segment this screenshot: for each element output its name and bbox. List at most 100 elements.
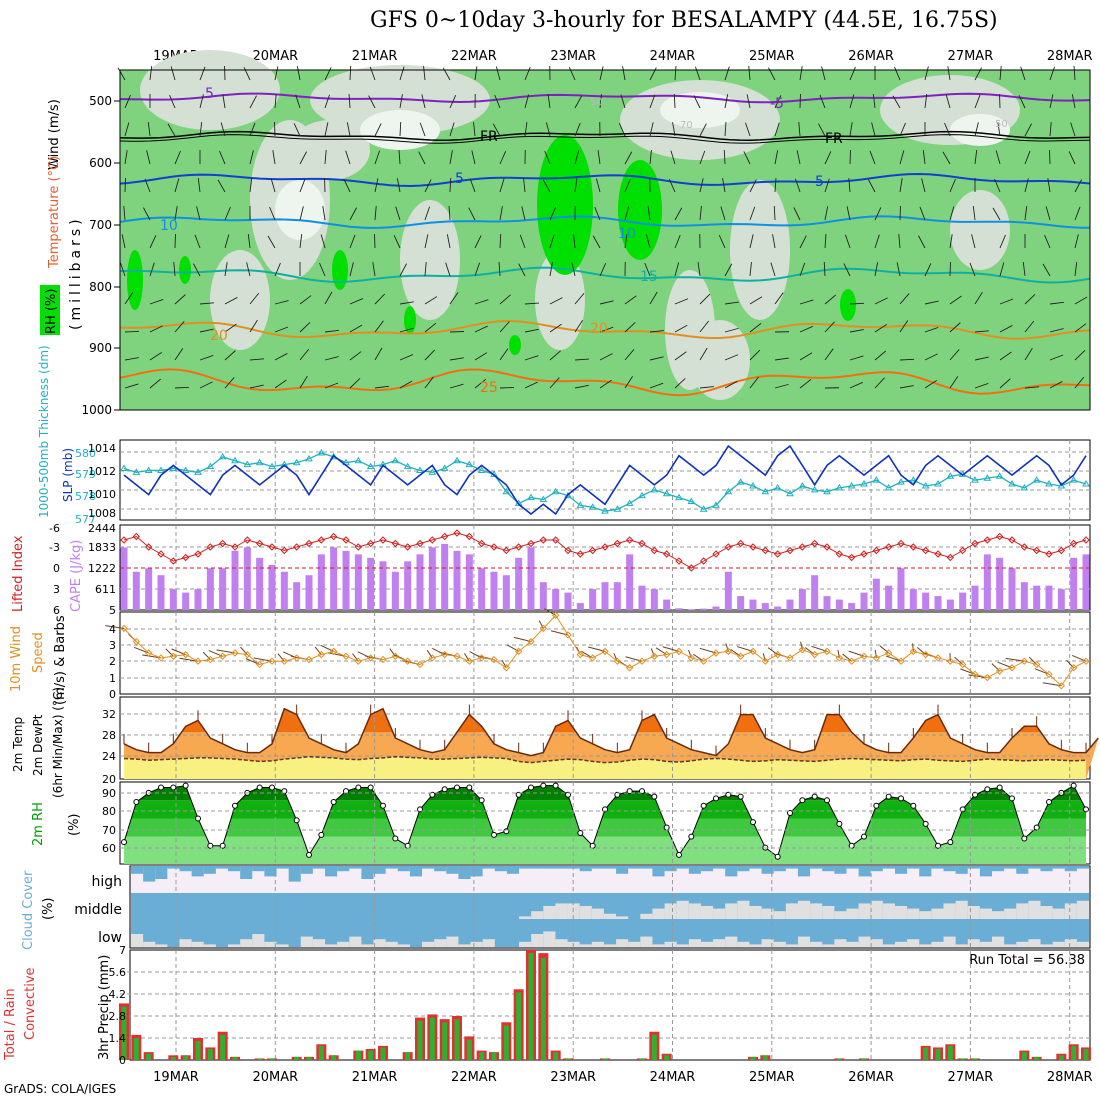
wind-barb — [124, 357, 139, 361]
wind-barb — [649, 330, 664, 333]
wind-barb — [219, 150, 226, 165]
rh-high-area — [179, 256, 191, 284]
cloud-middle-bar — [858, 903, 871, 919]
thickness-marker — [354, 456, 363, 464]
cape-bar — [293, 582, 301, 610]
cloud-low-bar — [228, 944, 241, 947]
cloud-high-bar — [967, 866, 980, 869]
wind-barb — [649, 382, 664, 389]
wind-barb — [649, 356, 664, 361]
wind-barb — [724, 66, 730, 81]
thickness-marker — [243, 460, 252, 468]
wind10-marker — [329, 647, 338, 656]
rh2m-marker — [836, 820, 843, 827]
lifted-index-marker — [453, 529, 461, 537]
cloud-high-bar — [506, 866, 520, 874]
wind-barb — [624, 151, 633, 165]
wind-barb — [699, 320, 709, 333]
wind-barb — [498, 262, 501, 277]
tick-label: 2444 — [88, 522, 116, 535]
wind-barb — [549, 377, 560, 389]
cape-bar — [848, 603, 856, 610]
slp-ylabel: SLP (mb) — [61, 448, 75, 502]
lifted-index-marker — [1020, 543, 1029, 551]
rh2m-marker — [367, 784, 374, 791]
wind-barb — [722, 178, 726, 193]
precip-conv-bar — [195, 1041, 201, 1060]
lifted-index-marker — [860, 550, 868, 558]
wind10-marker — [490, 655, 498, 664]
cloud-high-bar — [337, 866, 350, 872]
wind10-marker — [650, 652, 659, 660]
cloud-low-bar — [955, 944, 968, 947]
wind-barb — [469, 178, 476, 193]
lifted-index-marker — [625, 536, 634, 544]
wind-barb — [647, 206, 651, 221]
contour-label: 20 — [210, 328, 228, 344]
precip-conv-bar — [133, 1038, 139, 1060]
wind-barb — [421, 94, 426, 109]
wind-barb — [668, 179, 676, 193]
wind-barb — [1049, 381, 1063, 389]
wind-barb — [724, 354, 739, 361]
thickness-marker — [712, 501, 720, 508]
rh2m-marker — [577, 830, 584, 837]
cape-bar — [1033, 585, 1041, 610]
wind-barb — [799, 299, 814, 305]
thickness-marker — [749, 481, 757, 489]
rh2m-marker — [330, 799, 337, 806]
wind-barb — [599, 326, 614, 333]
cape-bar — [687, 609, 695, 610]
wind-barb — [124, 94, 131, 109]
wind-barb — [774, 95, 782, 109]
precip-ylabel-1: Total / Rain — [3, 988, 18, 1061]
wind-barb — [474, 299, 489, 305]
wind-barb — [149, 299, 164, 305]
wind-barb — [269, 206, 276, 221]
cloud-high-bar — [179, 866, 192, 872]
wind-barb — [846, 206, 851, 221]
wind-barb — [1071, 94, 1076, 109]
wind-barb — [274, 379, 287, 389]
thickness-marker — [909, 476, 918, 483]
cloud-low-bar — [361, 944, 374, 947]
thickness-marker — [872, 476, 881, 483]
wind10-marker — [292, 654, 301, 662]
wind10-marker — [379, 655, 387, 664]
wind-barb — [999, 298, 1014, 305]
top-date-label: 23MAR — [550, 49, 596, 64]
cloud-high-bar — [409, 866, 423, 877]
wind-barb — [521, 206, 526, 221]
cape-bar — [749, 599, 757, 610]
rh2m-marker — [910, 802, 917, 809]
wind-barb — [949, 178, 956, 193]
cloud-level-high: high — [91, 874, 122, 890]
rh2m-marker — [454, 784, 460, 791]
wind-barb — [173, 262, 176, 277]
rh-high-area — [840, 289, 856, 321]
wind10-marker — [872, 654, 881, 662]
upper-ytick-label: 1000 — [81, 403, 112, 417]
lifted-index-line — [123, 532, 1087, 569]
precip-conv-bar — [491, 1052, 497, 1060]
thickness-marker — [786, 489, 794, 497]
wind-barb — [874, 297, 888, 305]
lifted-index-marker — [268, 543, 276, 551]
precip-conv-bar — [651, 1034, 657, 1060]
tick-label: 32 — [102, 708, 116, 721]
wind-barb — [399, 354, 414, 361]
cape-bar — [256, 557, 264, 610]
wind-barb — [424, 376, 434, 389]
wind-barbs — [117, 65, 1088, 389]
precip-conv-bar — [516, 992, 522, 1060]
wind-barb — [949, 206, 955, 221]
cape-bar — [416, 554, 424, 610]
wind-barb — [649, 94, 656, 109]
wind-barb — [823, 261, 826, 277]
wind-barb — [518, 263, 526, 277]
wind10-marker — [428, 654, 437, 662]
wind-barb — [919, 206, 926, 221]
cloud-middle-bar — [519, 916, 532, 919]
precip-conv-bar — [146, 1053, 152, 1060]
precip-conv-bar — [454, 1019, 460, 1060]
